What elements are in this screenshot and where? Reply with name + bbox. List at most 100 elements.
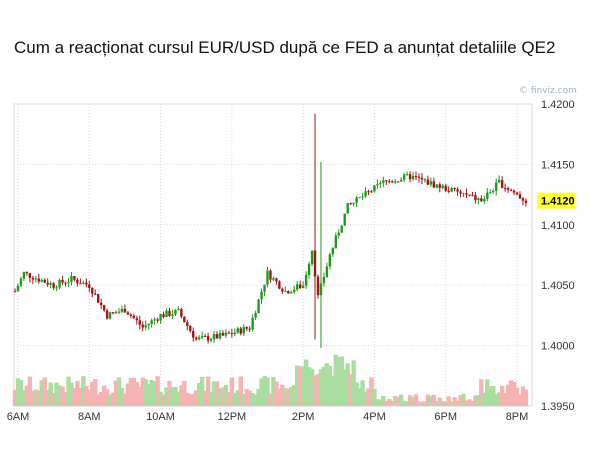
volume-bar [286, 388, 291, 406]
candle-body [399, 179, 403, 182]
volume-bar [208, 391, 214, 406]
candle-body [287, 291, 290, 294]
candle-body [420, 177, 424, 180]
candle-body [46, 282, 49, 285]
candle-body [254, 312, 257, 318]
candle-body [135, 318, 139, 321]
candle-body [429, 181, 433, 185]
candle-body [31, 277, 35, 280]
volume-bar [48, 382, 53, 406]
volume-bar [443, 402, 448, 406]
candle-body [251, 317, 254, 330]
volume-bar [45, 390, 50, 406]
candle-body [379, 183, 382, 185]
volume-bar [211, 381, 217, 406]
candle-body [462, 193, 465, 195]
volume-bar [395, 396, 401, 406]
volume-bar [428, 396, 434, 406]
volume-bar [176, 391, 181, 406]
volume-bar [51, 393, 56, 406]
candle-body [156, 319, 159, 321]
volume-bar [39, 380, 44, 406]
candle-body [120, 308, 124, 312]
candle-body [352, 202, 355, 204]
volume-bar [199, 377, 205, 406]
volume-bar [36, 390, 41, 406]
last-price-badge [537, 192, 575, 209]
volume-bar [491, 385, 496, 406]
volume-bar [21, 390, 27, 406]
candle-body [447, 190, 450, 192]
volume-bar [390, 400, 395, 406]
volume-bar [339, 356, 344, 406]
candle-body [281, 288, 284, 292]
plot-frame [13, 103, 533, 407]
candle-body [495, 182, 498, 191]
volume-bar [440, 401, 445, 406]
volume-bar [419, 401, 425, 406]
watermark: © finviz.com [519, 86, 577, 96]
volume-bar [69, 382, 74, 406]
volume-bar [327, 365, 333, 406]
candle-body [486, 192, 489, 200]
candle-body [355, 197, 358, 203]
volume-bar [476, 395, 481, 406]
volume-bar [205, 376, 211, 406]
candle-body [248, 328, 251, 330]
candle-body [52, 283, 55, 288]
candle-body [73, 276, 76, 280]
volume-bar [434, 401, 440, 406]
volume-bar [182, 380, 187, 406]
volume-bar [404, 401, 410, 406]
candle-body [239, 328, 242, 334]
candle-body [483, 199, 486, 202]
y-tick-label: 1.4050 [541, 280, 575, 292]
candle-body [165, 310, 168, 317]
volume-bar [297, 366, 303, 406]
candle-body [260, 291, 263, 300]
candle-body [37, 278, 40, 282]
candle-body [227, 332, 231, 334]
candle-body [126, 312, 130, 315]
candle-body [272, 278, 275, 280]
volume-bar [303, 359, 309, 406]
volume-bar [104, 389, 110, 406]
volume-bar [101, 385, 107, 406]
candle-body [88, 284, 91, 288]
volume-bar [309, 368, 315, 406]
candle-body [346, 203, 349, 214]
volume-bar [482, 392, 487, 406]
candle-body [43, 280, 46, 283]
candle-body [147, 323, 150, 326]
volume-bar [87, 389, 92, 406]
volume-bar [271, 376, 276, 406]
volume-bar [119, 388, 125, 406]
candle-body [325, 266, 329, 277]
candle-body [322, 276, 326, 284]
candle-body [290, 292, 293, 294]
volume-bar [63, 392, 68, 406]
candle-body [123, 308, 127, 313]
volume-bar [42, 377, 47, 406]
volume-bar [220, 387, 226, 406]
volume-bar [520, 386, 526, 406]
volume-bar [188, 394, 193, 406]
volume-bar [330, 375, 336, 406]
candle-body [70, 276, 73, 282]
volume-bar [66, 376, 71, 406]
candle-body [512, 190, 516, 193]
volume-bar [333, 354, 339, 406]
x-tick-label: 8AM [78, 411, 101, 423]
candle-body [334, 235, 338, 248]
candle-body [477, 198, 480, 201]
candle-body [340, 225, 343, 233]
candle-body [189, 325, 192, 331]
volume-bar [351, 360, 356, 406]
candle-body [203, 335, 207, 337]
volume-bar [232, 393, 238, 406]
candle-body [144, 325, 147, 328]
volume-bar [113, 380, 119, 406]
candle-body [117, 311, 121, 313]
volume-bar [375, 399, 380, 406]
candle-body [417, 176, 421, 178]
